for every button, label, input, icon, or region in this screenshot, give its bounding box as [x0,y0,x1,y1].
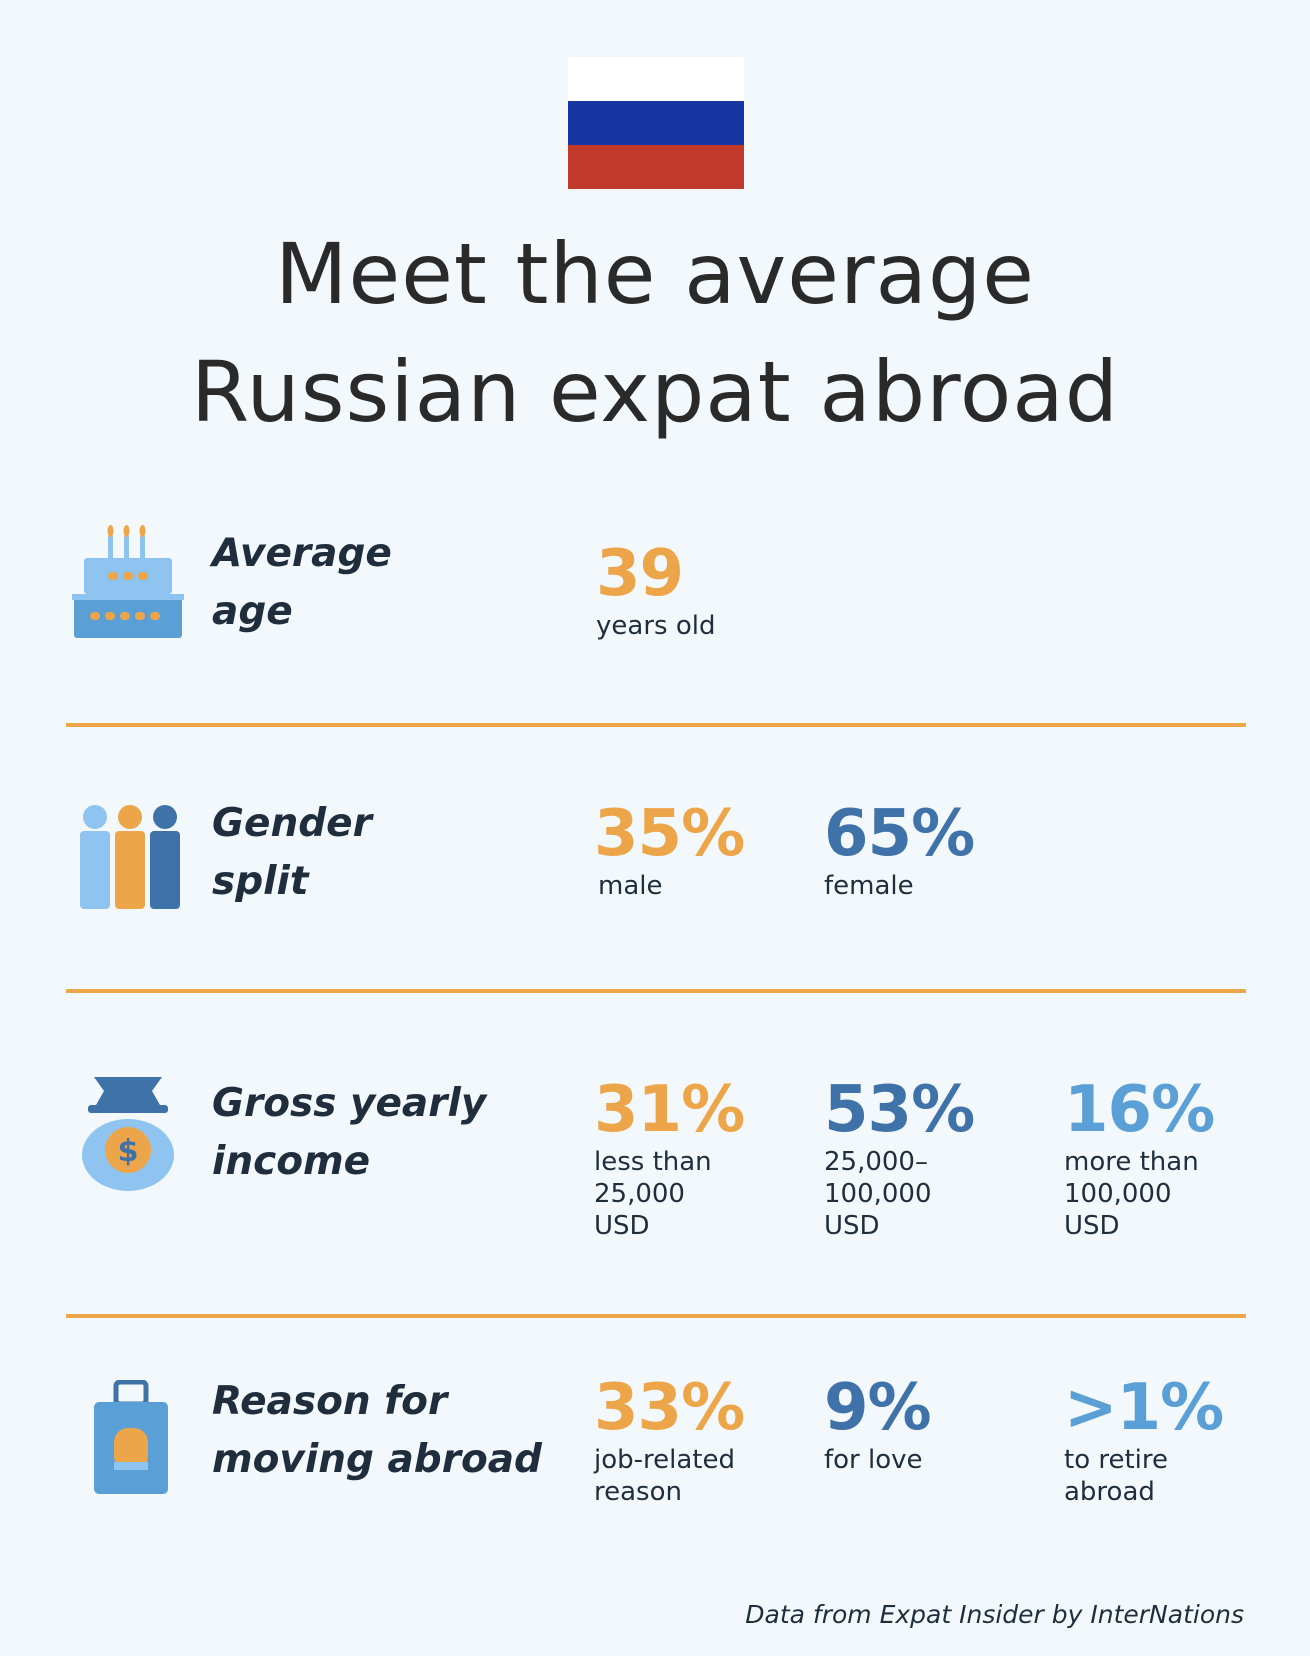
stat-income-high: 16% more than 100,000 USD [1064,1074,1244,1242]
label-line-1: Average [212,531,392,576]
flag-stripe-red [568,145,744,189]
label-line-1: Reason for [212,1379,448,1424]
stat-value: 9% [824,1371,932,1445]
stat-caption-line: less than [594,1147,712,1177]
label-line-1: Gross yearly [212,1081,487,1126]
people-group-icon [80,805,180,909]
stat-caption-line: 100,000 [1064,1179,1172,1209]
flag-stripe-blue [568,101,744,145]
stat-value: 35% [594,797,745,871]
stat-caption-line: USD [824,1211,880,1241]
suitcase-icon [94,1380,168,1494]
label-line-2: moving abroad [212,1437,542,1482]
section-label: Gross yearly income [212,1075,572,1191]
stat-caption-line: to retire [1064,1445,1169,1475]
stat-female: 65% female [824,798,1004,902]
stat-job-related: 33% job-related reason [594,1372,774,1508]
stat-caption-line: abroad [1064,1477,1155,1507]
divider [66,989,1246,993]
stat-caption-line: USD [594,1211,650,1241]
section-label: Reason for moving abroad [212,1373,592,1489]
stat-value: 53% [824,1073,975,1147]
page-title: Meet the average Russian expat abroad [0,215,1310,451]
label-line-2: income [212,1139,371,1184]
stat-value: 31% [594,1073,745,1147]
stat-caption-line: USD [1064,1211,1120,1241]
stat-age: 39 years old [596,538,776,642]
stat-caption: female [824,871,914,901]
stat-caption-line: 25,000– [824,1147,928,1177]
section-label: Average age [212,525,572,641]
divider [66,1314,1246,1318]
divider [66,723,1246,727]
stat-male: 35% male [594,798,778,902]
stat-caption-line: more than [1064,1147,1199,1177]
stat-value: 33% [594,1371,745,1445]
stat-caption-line: for love [824,1445,923,1475]
source-credit: Data from Expat Insider by InterNations [745,1600,1244,1629]
stat-value: 65% [824,797,975,871]
svg-text:$: $ [118,1134,139,1169]
stat-caption-line: job-related [594,1445,735,1475]
stat-income-mid: 53% 25,000– 100,000 USD [824,1074,1004,1242]
label-line-2: age [212,589,293,634]
stat-value: >1% [1064,1371,1224,1445]
title-line-2: Russian expat abroad [190,343,1120,441]
label-line-2: split [212,859,309,904]
stat-caption-line: 100,000 [824,1179,932,1209]
stat-caption: male [598,871,663,901]
stat-caption-line: reason [594,1477,682,1507]
birthday-cake-icon [72,525,184,638]
stat-value: 16% [1064,1073,1215,1147]
stat-caption-line: 25,000 [594,1179,685,1209]
russian-flag [568,57,744,189]
stat-income-low: 31% less than 25,000 USD [594,1074,774,1242]
stat-to-retire: >1% to retire abroad [1064,1372,1244,1508]
money-bag-icon: $ [82,1077,174,1191]
stat-caption: years old [596,611,716,641]
section-label: Gender split [212,795,572,911]
title-line-1: Meet the average [275,225,1035,323]
stat-for-love: 9% for love [824,1372,1004,1476]
flag-stripe-white [568,57,744,101]
stat-value: 39 [596,537,684,611]
label-line-1: Gender [212,801,372,846]
